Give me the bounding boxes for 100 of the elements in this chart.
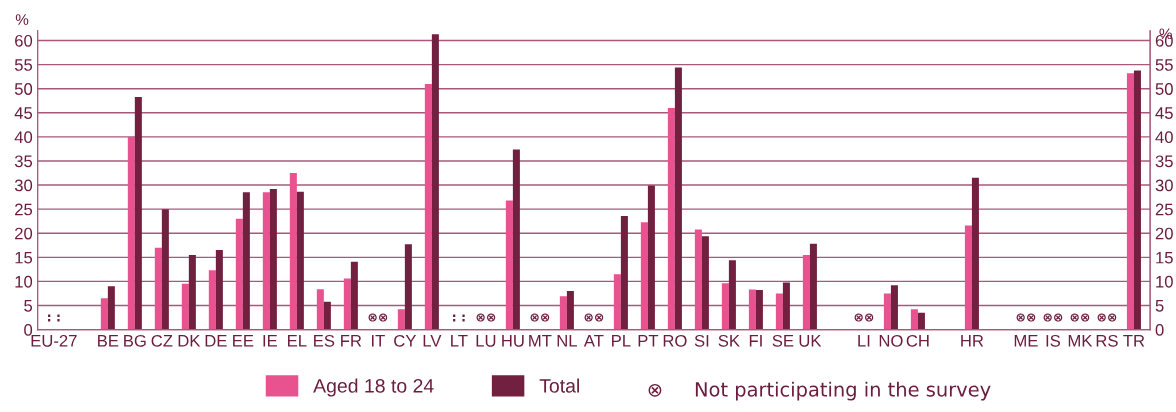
bar bbox=[910, 309, 918, 330]
x-tick-label: BG bbox=[124, 334, 146, 347]
y2-tick-label: 15 bbox=[1156, 251, 1173, 264]
y-tick-label: 10 bbox=[15, 275, 33, 288]
x-tick-label: AT bbox=[583, 335, 604, 347]
bar bbox=[883, 293, 891, 330]
bar bbox=[350, 261, 358, 330]
bar bbox=[701, 236, 709, 330]
x-tick-label: DE bbox=[205, 335, 227, 347]
bar bbox=[134, 96, 142, 330]
bar bbox=[242, 192, 250, 330]
x-tick-label: MK bbox=[1068, 335, 1093, 347]
y2-tick-label: 10 bbox=[1156, 275, 1173, 288]
bar bbox=[566, 291, 574, 330]
y2-tick-label: 20 bbox=[1155, 227, 1173, 240]
x-tick-label: PT bbox=[638, 335, 659, 347]
annotation: ⊗⊗ bbox=[530, 313, 550, 322]
bar bbox=[964, 225, 972, 330]
annotation: ⊗⊗ bbox=[1097, 313, 1117, 322]
annotation: ⊗⊗ bbox=[854, 313, 874, 322]
bar bbox=[1133, 70, 1141, 330]
x-tick-label: ES bbox=[314, 334, 335, 347]
legend-label: Total bbox=[539, 378, 579, 393]
x-tick-label: IT bbox=[372, 335, 385, 347]
y2-tick-label: 30 bbox=[1155, 179, 1173, 192]
bar bbox=[647, 185, 655, 330]
x-tick-label: RO bbox=[663, 334, 687, 347]
x-tick-label: IS bbox=[1046, 334, 1061, 347]
annotation: ⊗⊗ bbox=[584, 313, 604, 322]
x-tick-label: SE bbox=[772, 334, 794, 347]
x-tick-label: IE bbox=[263, 335, 278, 347]
x-tick-label: LU bbox=[476, 335, 496, 347]
bar bbox=[107, 286, 115, 330]
y2-tick-label: 45 bbox=[1155, 107, 1173, 119]
x-tick-label: SI bbox=[694, 334, 709, 347]
y-tick-label: 40 bbox=[14, 131, 33, 144]
bar bbox=[917, 312, 925, 330]
y-tick-label: 50 bbox=[14, 83, 33, 95]
bar bbox=[782, 282, 790, 330]
x-tick-label: EL bbox=[288, 335, 307, 347]
y-tick-label: 25 bbox=[15, 203, 33, 216]
x-tick-label: LT bbox=[451, 335, 468, 347]
bar bbox=[728, 260, 736, 330]
bar bbox=[971, 177, 979, 330]
bar bbox=[215, 250, 223, 330]
bar bbox=[397, 309, 405, 330]
x-tick-label: EU-27 bbox=[31, 334, 77, 347]
x-tick-label: UK bbox=[799, 335, 822, 347]
y2-tick-label: 40 bbox=[1155, 131, 1173, 144]
y2-tick-label: 25 bbox=[1155, 203, 1173, 216]
bar bbox=[343, 278, 351, 330]
y-tick-label: 60 bbox=[15, 34, 33, 47]
x-tick-label: ME bbox=[1014, 335, 1038, 347]
bar bbox=[721, 283, 729, 330]
x-tick-label: NL bbox=[557, 335, 577, 347]
x-tick-label: LI bbox=[858, 335, 870, 347]
x-tick-label: FR bbox=[341, 335, 362, 347]
bar bbox=[181, 283, 189, 330]
bar bbox=[235, 218, 243, 330]
y-tick-label: 15 bbox=[15, 251, 33, 264]
y-tick-label: 30 bbox=[14, 179, 33, 192]
x-tick-label: EE bbox=[233, 335, 254, 347]
bar bbox=[775, 293, 783, 330]
bar bbox=[208, 270, 216, 330]
x-tick-label: TR bbox=[1123, 335, 1145, 347]
y-tick-label: 20 bbox=[15, 227, 33, 240]
y2-tick-label: 35 bbox=[1155, 155, 1173, 168]
bar bbox=[316, 289, 324, 330]
bar bbox=[188, 254, 196, 330]
bar bbox=[559, 296, 567, 330]
annotation: ⊗⊗ bbox=[368, 313, 388, 322]
y-tick-label: 0 bbox=[24, 324, 33, 336]
x-tick-label: LV bbox=[423, 335, 442, 347]
bar bbox=[269, 188, 277, 330]
bar bbox=[748, 289, 756, 330]
bar bbox=[809, 243, 817, 330]
x-tick-label: RS bbox=[1096, 334, 1118, 347]
bar bbox=[262, 192, 270, 330]
bar bbox=[404, 244, 412, 330]
bar bbox=[613, 274, 621, 330]
bar bbox=[674, 67, 682, 330]
bar bbox=[154, 247, 162, 330]
bar bbox=[667, 107, 675, 330]
bar bbox=[431, 34, 439, 330]
bar bbox=[640, 222, 648, 330]
y-axis-title: % bbox=[15, 14, 29, 25]
annotation: ⊗⊗ bbox=[1016, 313, 1036, 322]
x-tick-label: SK bbox=[718, 334, 740, 347]
annotation: : : bbox=[453, 314, 465, 322]
bar bbox=[512, 149, 520, 330]
x-tick-label: PL bbox=[612, 335, 631, 347]
x-tick-label: NO bbox=[879, 334, 903, 347]
x-tick-label: DK bbox=[178, 335, 201, 347]
x-tick-label: CY bbox=[394, 334, 417, 347]
y2-tick-label: 0 bbox=[1155, 324, 1164, 336]
x-tick-label: HU bbox=[502, 335, 524, 347]
x-tick-label: FI bbox=[749, 335, 762, 347]
legend-label: Aged 18 to 24 bbox=[313, 378, 434, 397]
x-tick-label: CH bbox=[906, 334, 929, 347]
bar bbox=[296, 191, 304, 330]
